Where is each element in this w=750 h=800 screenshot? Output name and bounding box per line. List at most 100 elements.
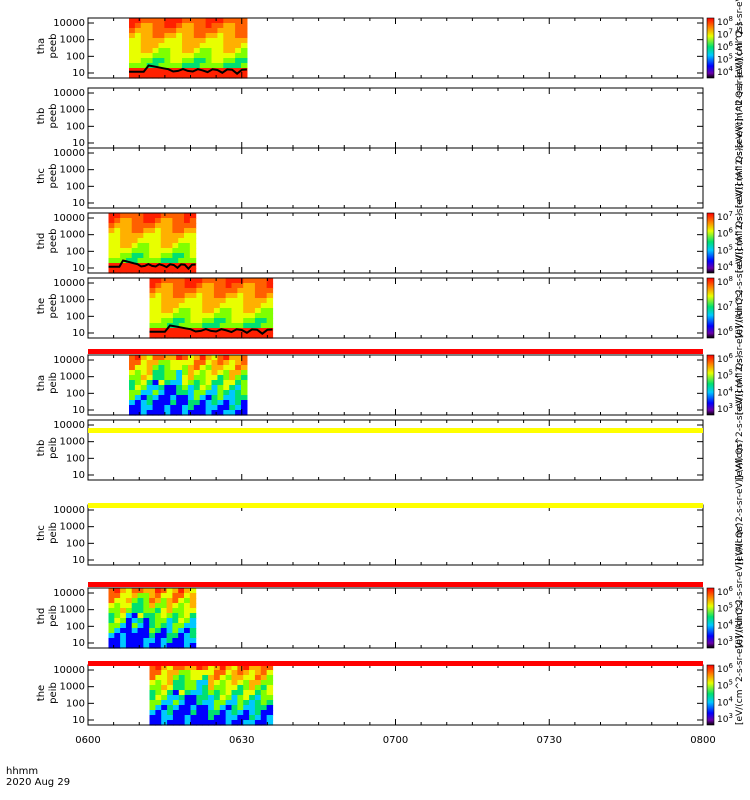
spectrogram-cell xyxy=(146,18,154,24)
spectrogram-cell xyxy=(172,603,179,609)
spectrogram-cell xyxy=(182,18,189,24)
spectrogram-cell xyxy=(196,293,203,299)
spectrogram-cell xyxy=(125,628,133,634)
spectrogram-cell xyxy=(172,643,179,649)
spectrogram-cell xyxy=(131,218,139,224)
spectrogram-cell xyxy=(235,58,242,64)
spectrogram-cell xyxy=(140,73,148,79)
spectrogram-cell xyxy=(193,73,201,79)
spectrogram-cell xyxy=(137,593,144,599)
spectrogram-cell xyxy=(208,318,215,324)
spectrogram-cell xyxy=(184,690,192,696)
spectrogram-cell xyxy=(249,690,256,696)
spectrogram-cell xyxy=(243,318,250,324)
spectrogram-cell xyxy=(240,33,248,39)
spectrogram-cell xyxy=(140,18,148,24)
spectrogram-cell xyxy=(178,213,185,219)
spectrogram-cell xyxy=(199,355,207,361)
spectrogram-cell xyxy=(211,48,218,54)
spectrogram-cell xyxy=(237,690,244,696)
spectrogram-cell xyxy=(249,695,256,701)
colorbar-label: [eV/(cm^2-s-sr-eV)] (All Qs) xyxy=(735,148,745,273)
spectrogram-cell xyxy=(172,258,179,264)
spectrogram-cell xyxy=(154,623,162,629)
colorbar: 103 104 105 106 xyxy=(706,662,733,726)
colorbar-tick-label: 105 xyxy=(717,369,733,382)
spectrogram-cell xyxy=(208,700,215,706)
spectrogram-cell xyxy=(208,298,215,304)
spectrogram-cell xyxy=(237,293,244,299)
spectrogram-cell xyxy=(167,328,174,334)
spectrogram-cell xyxy=(240,365,248,371)
spectrogram-cell xyxy=(205,73,213,79)
spectrogram-cell xyxy=(137,233,144,239)
spectrogram-cell xyxy=(114,593,121,599)
spectrogram-cell xyxy=(199,400,207,406)
spectrogram-cell xyxy=(205,33,213,39)
panel-label-instrument: peib xyxy=(48,682,59,704)
spectrogram-cell xyxy=(170,73,177,79)
spectrogram-cell xyxy=(149,680,156,686)
spectrogram-cell xyxy=(160,248,168,254)
spectrogram-cell xyxy=(178,690,186,696)
panel-label-instrument: peib xyxy=(48,605,59,627)
spectrogram-cell xyxy=(146,38,154,44)
spectrogram-cell xyxy=(187,58,195,64)
spectrogram-cell xyxy=(158,38,165,44)
colorbar-tick-label: 104 xyxy=(717,260,733,273)
spectrogram-cell xyxy=(249,333,256,339)
spectrogram-cell xyxy=(184,218,191,224)
spectrogram-cell xyxy=(196,333,203,339)
spectrogram-cell xyxy=(164,365,171,371)
spectrogram-cell xyxy=(213,323,221,329)
spectrogram-cell xyxy=(160,268,168,274)
spectrogram-cell xyxy=(155,695,162,701)
spectrogram-cell xyxy=(154,638,162,644)
spectrogram-cell xyxy=(125,248,133,254)
spectrogram-cell xyxy=(205,375,213,381)
spectrogram-cell xyxy=(223,405,230,411)
spectrogram-cell xyxy=(190,710,197,716)
spectrogram-cell xyxy=(146,385,154,391)
spectrogram-cell xyxy=(182,33,189,39)
spectrogram-cell xyxy=(260,690,268,696)
spectrogram-cell xyxy=(235,375,242,381)
spectrogram-cell xyxy=(178,593,185,599)
spectrogram-cell xyxy=(266,313,274,319)
spectrogram-cell xyxy=(161,680,168,686)
y-tick-label: 1000 xyxy=(60,230,85,241)
spectrogram-cell xyxy=(235,370,242,376)
spectrogram-cell xyxy=(172,710,180,716)
spectrogram-cell xyxy=(158,48,165,54)
spectrogram-cell xyxy=(211,395,218,401)
spectrogram-cell xyxy=(158,370,165,376)
spectrogram-cell xyxy=(149,313,156,319)
spectrogram-cell xyxy=(184,318,192,324)
spectrogram-cell xyxy=(176,28,183,34)
spectrogram-cell xyxy=(160,253,168,259)
spectrogram-cell xyxy=(260,715,268,721)
spectrogram-cell xyxy=(166,253,173,259)
spectrogram-cell xyxy=(240,28,248,34)
spectrogram-cell xyxy=(154,593,162,599)
spectrogram-cell xyxy=(176,380,183,386)
spectrogram-cell xyxy=(249,670,256,676)
spectrogram-cell xyxy=(131,623,139,629)
spectrogram-cell xyxy=(178,298,186,304)
spectrogram-cell xyxy=(223,375,230,381)
spectrogram-cell xyxy=(125,213,133,219)
spectrogram-cell xyxy=(155,333,162,339)
colorbar-label: [eV/(cm^2-s-sr-eV)] (All Qs) xyxy=(735,355,745,480)
spectrogram-cell xyxy=(149,710,156,716)
panel-label-probe: thc xyxy=(36,525,47,541)
spectrogram-cell xyxy=(266,685,274,691)
spectrogram-cell xyxy=(225,293,233,299)
spectrogram-cell xyxy=(131,233,139,239)
spectrogram-cell xyxy=(131,588,139,594)
panel-label-probe: tha xyxy=(36,38,47,54)
spectrogram-cell xyxy=(205,58,213,64)
spectrogram-cell xyxy=(217,365,224,371)
spectrogram-cell xyxy=(129,43,136,49)
spectrogram-cell xyxy=(155,710,162,716)
spectrogram-cell xyxy=(178,283,186,289)
